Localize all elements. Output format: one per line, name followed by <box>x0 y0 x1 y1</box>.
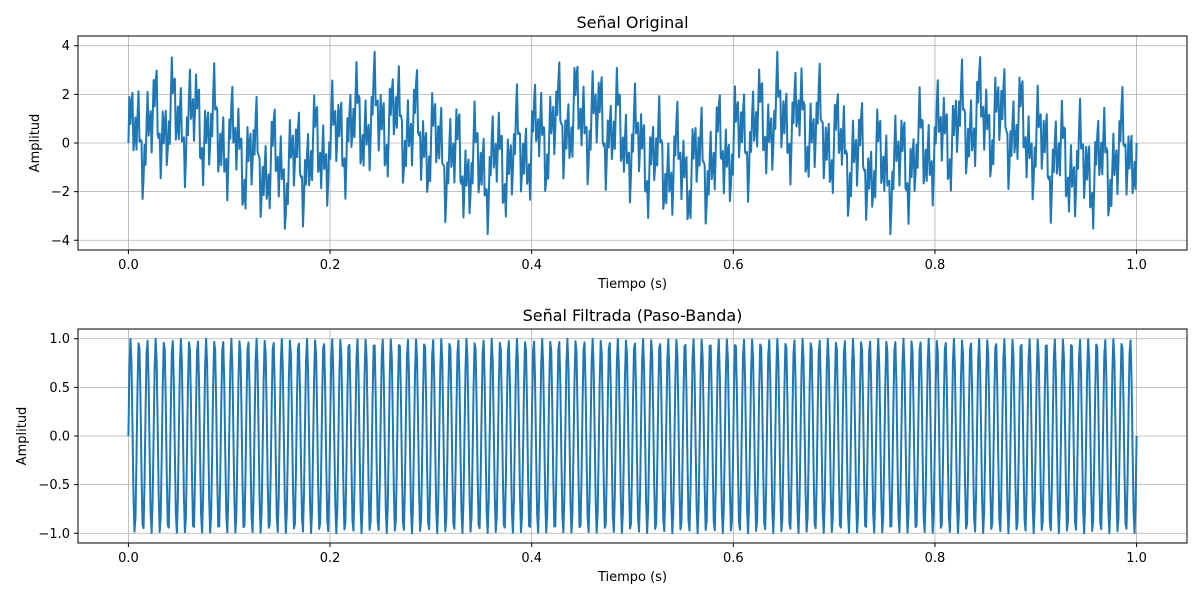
y-tick-label-3: 2 <box>62 88 70 103</box>
y-axis-label-original: Amplitud <box>28 114 43 173</box>
y-tick-label-1: −0.5 <box>38 478 70 493</box>
x-axis-label-original: Tiempo (s) <box>597 277 667 292</box>
x-tick-label-5: 1.0 <box>1126 551 1147 566</box>
y-tick-label-0: −4 <box>51 234 70 249</box>
y-tick-label-2: 0 <box>62 137 70 152</box>
subplot-filtered: 0.0 0.2 0.4 0.6 0.8 1.0 −1.0 −0.5 0.0 0.5 1.0 Señal… <box>15 306 1188 585</box>
chart-title-original: Señal Original <box>576 13 688 32</box>
subplot-original: 0.0 0.2 0.4 0.6 0.8 1.0 −4 −2 0 2 4 Señal Original T… <box>28 13 1188 292</box>
x-tick-label-3: 0.6 <box>723 551 744 566</box>
y-tick-label-3: 0.5 <box>49 381 70 396</box>
x-tick-label-4: 0.8 <box>925 551 946 566</box>
x-tick-label-5: 1.0 <box>1126 258 1147 273</box>
y-tick-label-4: 1.0 <box>49 332 70 347</box>
series-line-0 <box>127 50 1138 236</box>
x-tick-label-0: 0.0 <box>118 551 139 566</box>
chart-title-filtered: Señal Filtrada (Paso-Banda) <box>523 306 743 325</box>
x-tick-label-4: 0.8 <box>925 258 946 273</box>
x-tick-label-1: 0.2 <box>320 258 341 273</box>
y-tick-label-2: 0.0 <box>49 430 70 445</box>
x-tick-label-1: 0.2 <box>320 551 341 566</box>
y-tick-label-1: −2 <box>51 185 70 200</box>
x-tick-label-0: 0.0 <box>118 258 139 273</box>
y-tick-label-0: −1.0 <box>38 527 70 542</box>
x-tick-label-2: 0.4 <box>521 551 542 566</box>
x-tick-label-2: 0.4 <box>521 258 542 273</box>
y-axis-label-filtered: Amplitud <box>15 407 30 466</box>
series-line-0 <box>127 337 1138 535</box>
y-tick-label-4: 4 <box>62 39 70 54</box>
x-tick-label-3: 0.6 <box>723 258 744 273</box>
x-axis-label-filtered: Tiempo (s) <box>597 570 667 585</box>
